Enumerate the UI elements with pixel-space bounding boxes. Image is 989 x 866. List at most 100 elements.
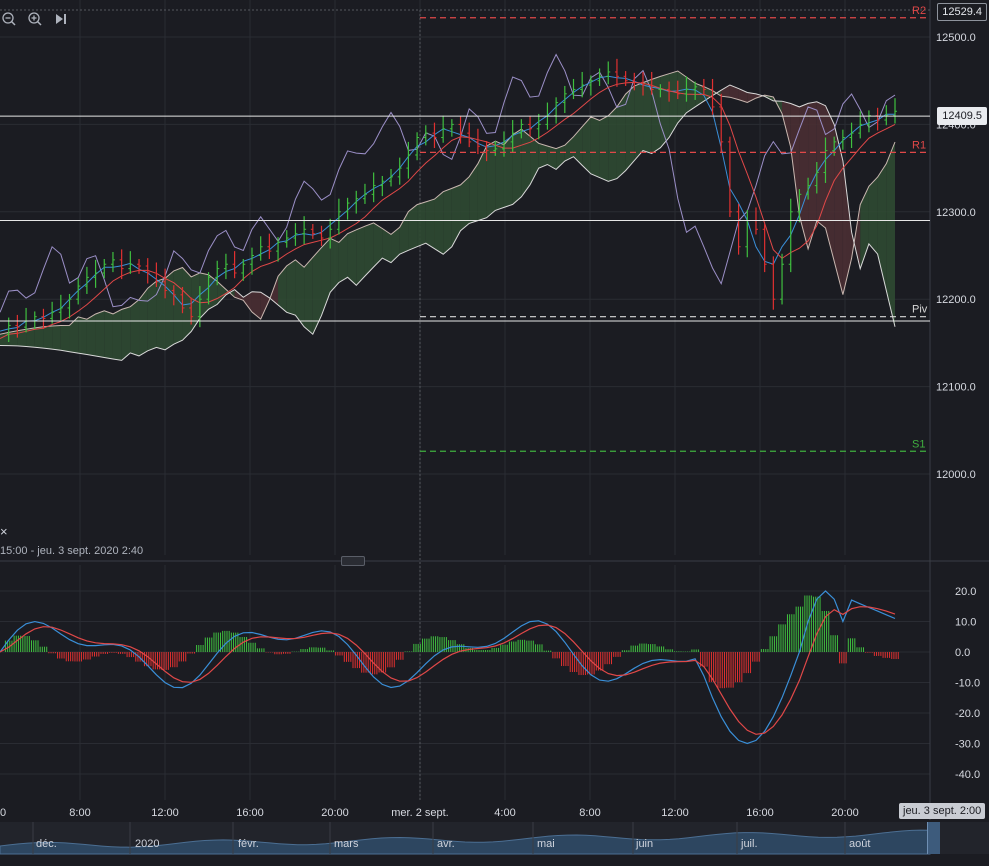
ichimoku-cloud-segment — [173, 267, 183, 345]
ichimoku-cloud-segment — [669, 71, 678, 138]
panel-splitter-handle[interactable] — [341, 556, 365, 566]
ichimoku-cloud-segment — [686, 77, 696, 113]
pivot-level-label: R1 — [912, 139, 926, 151]
ichimoku-cloud-segment — [451, 184, 461, 247]
navigator-label: 2020 — [135, 838, 160, 850]
price-tick-label: 12300.0 — [936, 207, 976, 219]
ichimoku-cloud-segment — [790, 103, 800, 216]
zoom-out-icon[interactable] — [0, 10, 18, 28]
time-tick-label: 20:00 — [321, 807, 349, 819]
ichimoku-cloud-segment — [738, 88, 748, 103]
ichimoku-cloud-segment — [312, 247, 322, 335]
crosshair-date-tag: jeu. 3 sept. 2:00 — [899, 803, 986, 819]
ichimoku-cloud-segment — [842, 160, 852, 295]
ichimoku-cloud-segment — [286, 259, 296, 316]
ichimoku-cloud-segment — [217, 281, 226, 305]
ichimoku-cloud-segment — [382, 228, 392, 263]
ichimoku-cloud-segment — [425, 199, 435, 249]
ichimoku-cloud-segment — [782, 101, 791, 148]
ichimoku-cloud-segment — [330, 238, 339, 293]
ichimoku-cloud-segment — [139, 288, 148, 356]
ichimoku-cloud-segment — [443, 188, 452, 255]
ichimoku-cloud-segment — [477, 146, 487, 221]
ichimoku-cloud-segment — [208, 274, 218, 310]
ichimoku-cloud-segment — [469, 163, 478, 224]
time-tick-label: 20:00 — [831, 807, 859, 819]
ichimoku-cloud-segment — [625, 85, 635, 171]
close-panel-icon[interactable]: × — [0, 524, 8, 539]
ichimoku-cloud-segment — [695, 83, 704, 107]
ichimoku-cloud-segment — [347, 229, 357, 286]
ichimoku-cloud-segment — [191, 272, 200, 332]
ichimoku-cloud-segment — [599, 115, 609, 182]
ichimoku-cloud-segment — [677, 71, 687, 123]
oscillator-tick-label: 10.0 — [955, 617, 976, 629]
price-tick-label: 12500.0 — [936, 32, 976, 44]
ichimoku-cloud-segment — [564, 136, 574, 162]
ichimoku-cloud-segment — [877, 163, 887, 291]
ichimoku-cloud-segment — [634, 82, 644, 161]
time-tick-label: 4:00 — [494, 807, 515, 819]
macd-line — [0, 590, 896, 745]
ichimoku-cloud-segment — [104, 310, 113, 359]
ichimoku-cloud-segment — [590, 116, 600, 178]
ichimoku-cloud-segment — [147, 281, 157, 351]
ichimoku-cloud-segment — [130, 299, 140, 356]
ichimoku-cloud-segment — [721, 84, 730, 98]
ichimoku-cloud-segment — [747, 92, 756, 103]
ichimoku-cloud-segment — [729, 84, 739, 100]
zoom-in-icon[interactable] — [26, 10, 44, 28]
time-tick-label: 0 — [0, 807, 6, 819]
ichimoku-cloud-segment — [156, 278, 166, 350]
top-price-tag: 12529.4 — [937, 3, 987, 21]
chikou-span-line — [0, 53, 896, 313]
ichimoku-cloud-segment — [434, 191, 444, 255]
oscillator-tick-label: -10.0 — [955, 678, 980, 690]
tenkan-sen-line — [0, 75, 895, 332]
ichimoku-cloud-segment — [530, 136, 539, 185]
macd-signal-line — [0, 606, 896, 735]
price-tick-label: 12200.0 — [936, 294, 976, 306]
ichimoku-cloud-segment — [808, 101, 817, 249]
ichimoku-cloud-segment — [165, 270, 174, 350]
ichimoku-cloud-segment — [408, 204, 418, 251]
ichimoku-cloud-segment — [78, 316, 87, 355]
ichimoku-cloud-segment — [556, 145, 565, 170]
oscillator-tick-label: -20.0 — [955, 708, 980, 720]
ichimoku-cloud-segment — [538, 143, 548, 169]
navigator-label: déc. — [36, 838, 57, 850]
senkou-span-b-line — [0, 84, 896, 361]
navigator-handle[interactable] — [927, 822, 940, 854]
senkou-span-a-line — [0, 70, 896, 335]
ichimoku-cloud-segment — [417, 201, 426, 247]
ichimoku-cloud-segment — [69, 316, 79, 354]
oscillator-tick-label: -30.0 — [955, 739, 980, 751]
ichimoku-cloud-segment — [295, 259, 305, 327]
ichimoku-cloud-segment — [52, 325, 61, 351]
navigator-label: août — [849, 838, 871, 850]
price-tick-label: 12100.0 — [936, 382, 976, 394]
skip-to-end-icon[interactable] — [52, 10, 70, 28]
ichimoku-cloud-segment — [34, 326, 44, 349]
ichimoku-cloud-segment — [503, 134, 513, 208]
ichimoku-cloud-segment — [278, 265, 287, 313]
ichimoku-cloud-segment — [799, 103, 809, 249]
ichimoku-cloud-segment — [825, 105, 835, 262]
ichimoku-cloud-segment — [243, 291, 252, 313]
ichimoku-cloud-segment — [860, 186, 869, 269]
ichimoku-cloud-segment — [521, 129, 531, 197]
ichimoku-cloud-segment — [460, 176, 470, 231]
ichimoku-cloud-segment — [816, 101, 826, 228]
oscillator-tick-label: 0.0 — [955, 647, 970, 659]
ichimoku-cloud-segment — [886, 142, 895, 327]
ichimoku-cloud-segment — [651, 76, 661, 154]
ichimoku-cloud-segment — [616, 94, 626, 179]
ichimoku-cloud-segment — [8, 330, 18, 346]
navigator-label: juil. — [741, 838, 758, 850]
pivot-level-label: Piv — [912, 304, 928, 316]
ichimoku-cloud-segment — [512, 129, 522, 205]
navigator-label: mai — [537, 838, 555, 850]
navigator-label: mars — [334, 838, 359, 850]
ichimoku-cloud-segment — [373, 222, 383, 267]
